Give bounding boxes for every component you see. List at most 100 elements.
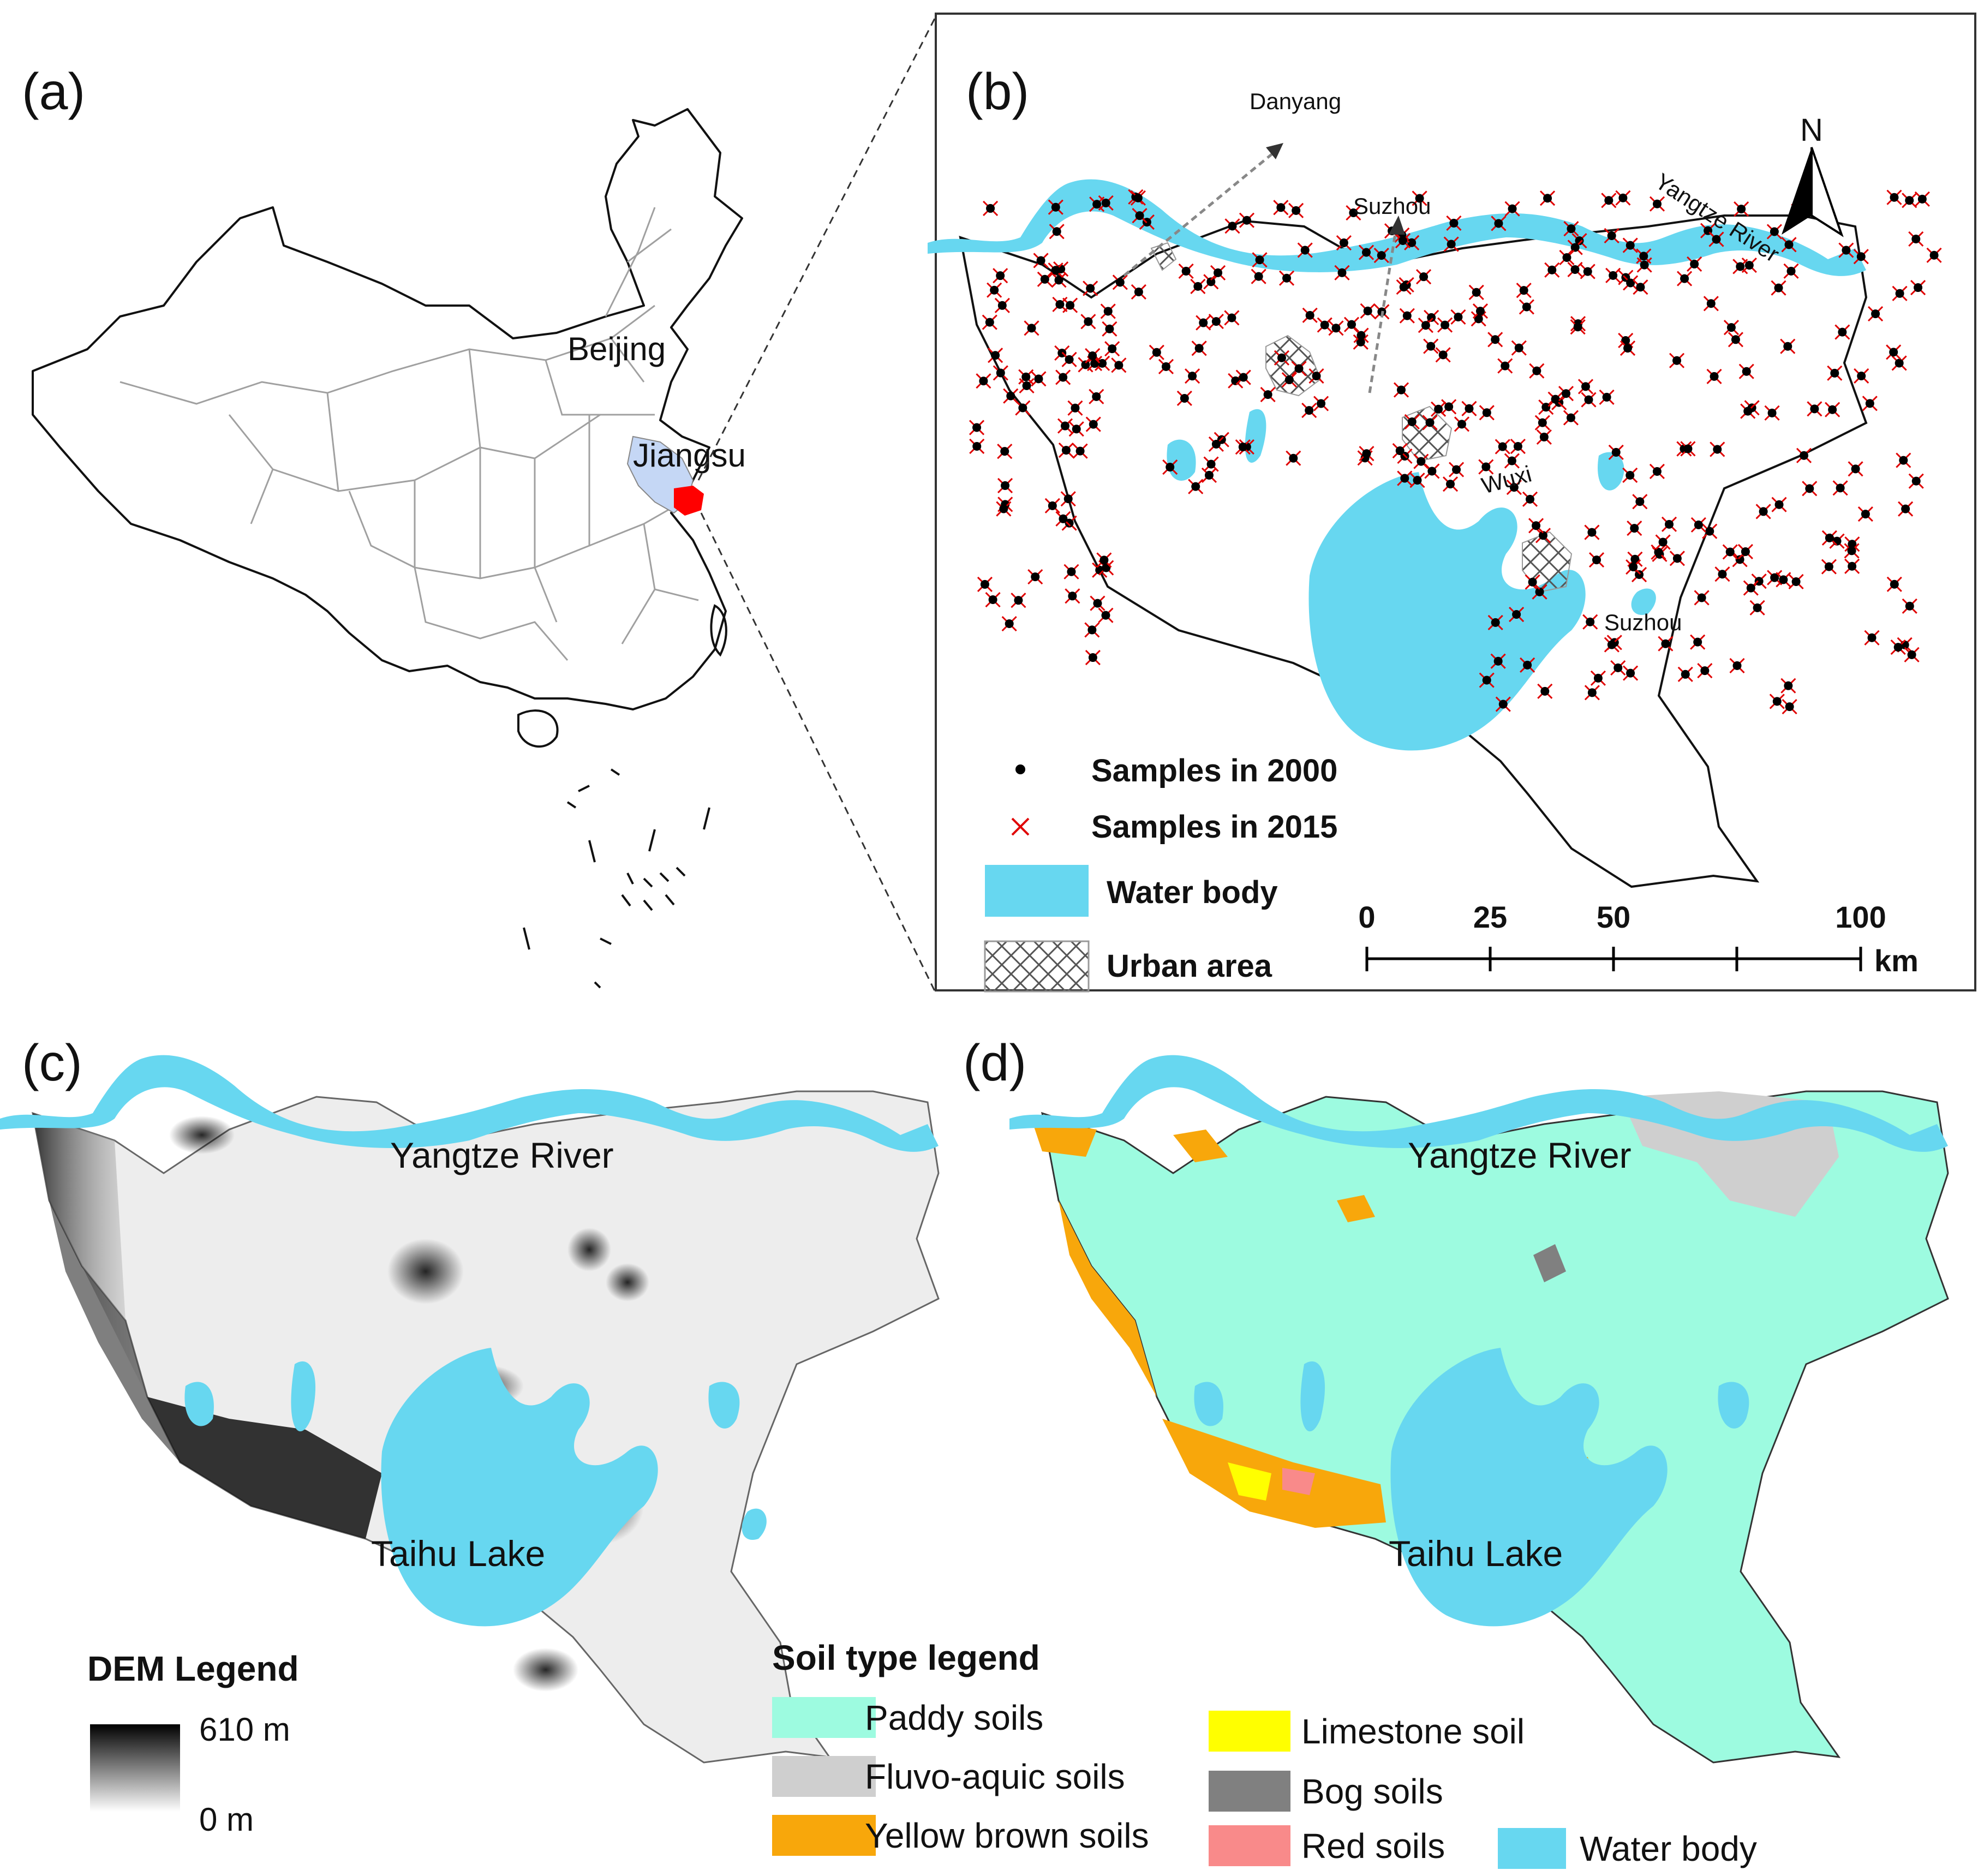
sample-2000-marker [1786, 266, 1796, 276]
sample-2000-marker [1759, 507, 1768, 516]
sample-2000-marker [1832, 536, 1842, 546]
sample-2000-marker [1652, 467, 1662, 476]
sample-2000-marker [1735, 555, 1744, 564]
sample-2000-marker [1540, 686, 1550, 696]
sample-2000-marker [1263, 390, 1272, 399]
sample-2000-marker [1022, 381, 1031, 390]
sample-2000-marker [1805, 484, 1814, 493]
dem-legend: DEM Legend 610 m 0 m [87, 1649, 299, 1838]
legend-paddy: Paddy soils [865, 1698, 1043, 1737]
sample-2000-marker [1683, 444, 1693, 453]
sample-2000-marker [1356, 337, 1365, 346]
soil-legend: Soil type legend Paddy soils Fluvo-aquic… [772, 1638, 1757, 1869]
arrow-danyang [1123, 149, 1278, 277]
sample-2000-marker [1736, 262, 1745, 271]
sample-2000-marker [1498, 700, 1508, 709]
scale-tick-100: 100 [1835, 900, 1886, 934]
sample-2000-marker [1718, 570, 1727, 579]
sample-2000-marker [1087, 625, 1097, 635]
sample-2000-marker [1362, 449, 1371, 458]
sample-2000-marker [1847, 546, 1856, 555]
sample-2000-marker [1551, 395, 1560, 404]
sample-2000-marker [996, 271, 1005, 280]
sample-2000-marker [1681, 670, 1690, 679]
sample-2000-marker [1697, 593, 1706, 602]
sample-2000-marker [1339, 238, 1348, 248]
sample-2000-marker [1911, 476, 1921, 486]
sample-2000-marker [1199, 318, 1208, 327]
sample-2000-marker [1523, 660, 1532, 670]
sample-2000-marker [1006, 391, 1015, 401]
sample-2000-marker [1602, 392, 1611, 402]
sample-2000-marker [1211, 439, 1221, 449]
sample-2000-marker [1188, 372, 1197, 381]
sample-2000-marker [1472, 288, 1481, 297]
legend-limestone: Limestone soil [1301, 1712, 1525, 1751]
sample-2000-marker [1400, 474, 1409, 483]
sample-2000-marker [1501, 361, 1510, 371]
sample-2000-marker [1135, 211, 1144, 220]
sample-2000-marker [1785, 702, 1794, 712]
legend-urban-area: Urban area [1107, 948, 1272, 984]
sample-2000-marker [1088, 653, 1097, 662]
swatch-bog [1209, 1771, 1290, 1812]
sample-2000-marker [1027, 324, 1036, 333]
sample-2000-marker [1152, 348, 1161, 357]
sample-2000-marker [1066, 301, 1075, 310]
sample-2000-marker [1575, 236, 1584, 246]
north-label: N [1800, 112, 1823, 148]
swatch-paddy [772, 1697, 876, 1738]
sample-2000-marker [1014, 596, 1023, 605]
sample-2000-marker [1541, 403, 1551, 412]
sample-2000-marker [1693, 637, 1702, 647]
sample-2000-marker [1481, 462, 1491, 471]
sample-2000-marker [1331, 324, 1341, 333]
sample-2000-marker [1784, 240, 1794, 249]
sample-2000-marker [1731, 335, 1740, 344]
sample-2000-marker [1048, 501, 1057, 510]
sample-2000-marker [1425, 418, 1435, 427]
sample-2000-marker [1567, 224, 1576, 234]
sample-2000-marker [1421, 321, 1430, 330]
sample-2000-marker [1438, 350, 1448, 360]
swatch-red [1209, 1825, 1290, 1866]
sample-2000-marker [1690, 259, 1699, 268]
sample-2000-marker [1191, 482, 1200, 491]
sample-2000-marker [1134, 287, 1143, 296]
study-area-marker [674, 486, 704, 516]
sample-2000-marker [1604, 196, 1614, 205]
sample-2000-marker [1417, 457, 1426, 466]
legend-water-body: Water body [1107, 875, 1278, 910]
dem-gradient-bar [90, 1724, 180, 1812]
sample-2000-marker [1474, 314, 1483, 324]
legend-urban-swatch [984, 940, 1090, 993]
sample-2000-marker [1396, 385, 1406, 395]
sample-2000-marker [1635, 570, 1644, 579]
sample-2000-marker [1181, 266, 1191, 276]
north-arrow: N [1782, 112, 1844, 237]
sample-2000-marker [1583, 267, 1592, 276]
sample-2000-marker [1710, 372, 1719, 381]
sample-2000-marker [1231, 376, 1240, 385]
sample-2000-marker [1211, 317, 1221, 326]
sample-2000-marker [1519, 286, 1528, 295]
sample-2000-marker [1052, 227, 1061, 236]
zoom-line-bottom [700, 512, 937, 994]
sample-2000-marker [1895, 359, 1904, 368]
sample-2000-marker [1407, 238, 1417, 247]
sample-2000-marker [986, 204, 995, 213]
china-outline [32, 108, 743, 710]
sample-2000-marker [1282, 273, 1292, 283]
province-boundaries [119, 207, 699, 661]
sample-2000-marker [1426, 342, 1436, 351]
sample-2000-marker [1063, 494, 1073, 504]
sample-2000-marker [1593, 673, 1603, 683]
sample-2000-marker [1635, 497, 1645, 506]
sample-2000-marker [1194, 344, 1204, 353]
sample-2000-marker [1337, 268, 1347, 277]
sample-2000-marker [1108, 344, 1117, 354]
sample-2000-marker [991, 351, 1000, 360]
panel-b-label: (b) [966, 63, 1029, 121]
sample-2000-marker [1227, 313, 1236, 322]
sample-2000-marker [1377, 251, 1386, 260]
